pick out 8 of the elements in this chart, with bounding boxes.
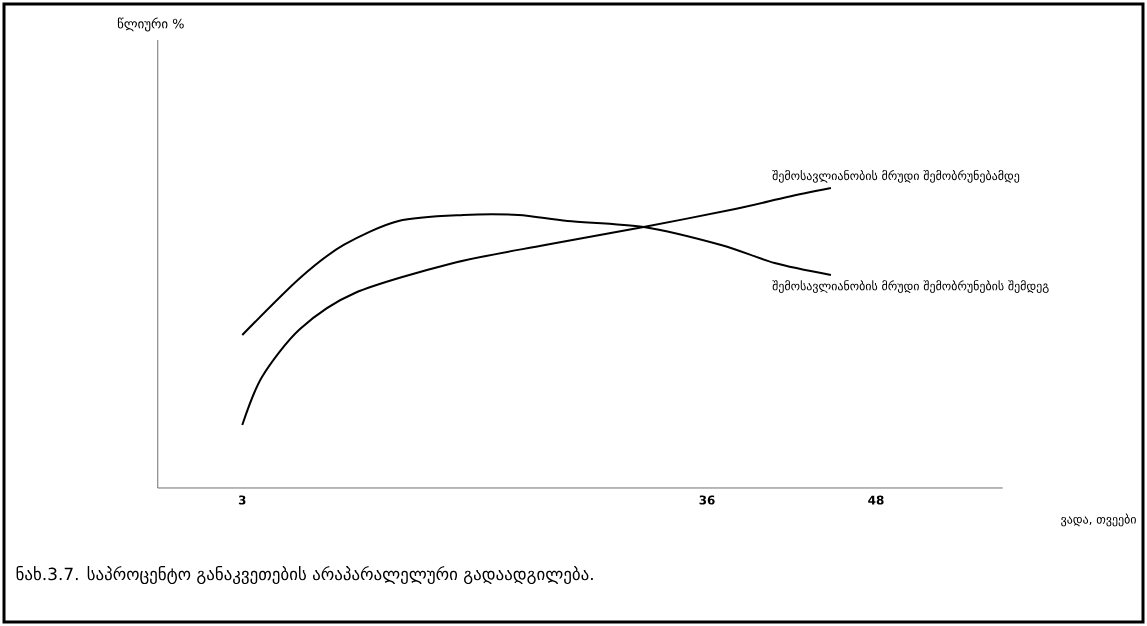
text: ნახ.3.7. საპროცენტო განაკვეთების არაპარალელური გადაადგილება. <box>16 565 593 585</box>
x-tick-label: 48 <box>868 495 884 505</box>
text: წლიური % <box>117 17 184 32</box>
series-label: შემოსავლიანობის მრუდი შემობრუნებამდე <box>772 169 1020 183</box>
x-tick-label: 3 <box>238 495 246 505</box>
x-axis-title: ვადა, თვეები <box>1061 513 1136 527</box>
series-label: შემოსავლიანობის მრუდი შემობრუნების შემდეგ <box>772 280 1049 294</box>
x-tick-label: 36 <box>699 495 715 505</box>
